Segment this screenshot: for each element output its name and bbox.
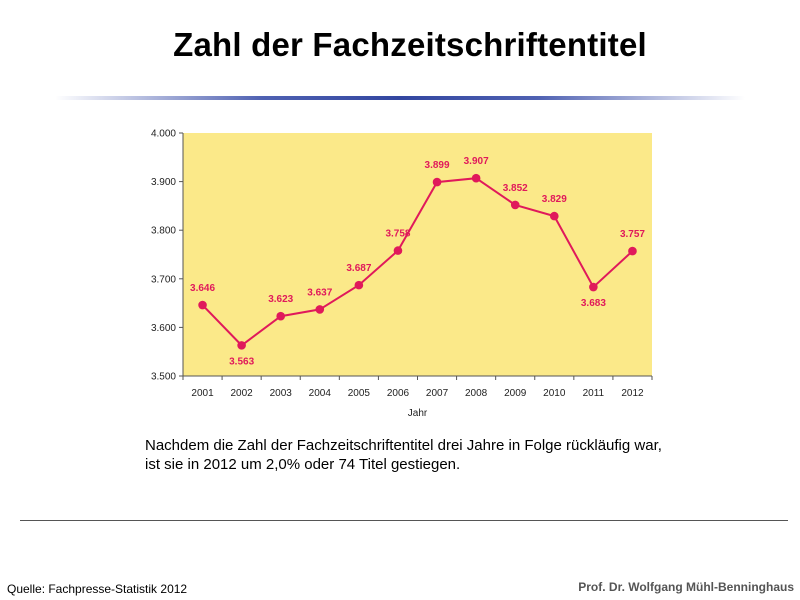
data-point: [589, 282, 598, 292]
y-tick-label: 3.600: [151, 323, 176, 334]
x-axis: 2001 2002 2003 2004 2005 2006 2007 2008 2009 2010…: [182, 375, 653, 399]
source-note: Quelle: Fachpresse-Statistik 2012: [7, 582, 188, 596]
y-tick-label: 3.900: [151, 177, 176, 188]
chart-caption: Nachdem die Zahl der Fachzeitschriftenti…: [145, 436, 705, 474]
plot-area: [183, 133, 652, 376]
data-point: [471, 173, 481, 183]
x-axis-title: Jahr: [408, 408, 428, 419]
data-label: 3.757: [620, 229, 645, 240]
y-tick-label: 3.800: [151, 226, 176, 237]
x-tick-label: 2002: [231, 388, 254, 399]
y-tick-label: 3.500: [151, 372, 176, 383]
data-point: [549, 211, 559, 221]
data-label: 3.852: [503, 183, 528, 194]
x-tick-label: 2006: [387, 388, 410, 399]
data-label: 3.683: [581, 298, 606, 309]
x-tick-label: 2004: [309, 388, 332, 399]
x-tick-label: 2005: [348, 388, 371, 399]
series-line: [201, 177, 634, 347]
data-label: 3.623: [268, 294, 293, 305]
x-tick-label: 2009: [504, 388, 527, 399]
caption-line-2: ist sie in 2012 um 2,0% oder 74 Titel ge…: [145, 456, 461, 473]
y-axis: 3.500 3.600 3.700 3.800 3.900 4.000: [151, 129, 184, 383]
y-tick-label: 3.700: [151, 274, 176, 285]
x-tick-label: 2008: [465, 388, 488, 399]
caption-line-1: Nachdem die Zahl der Fachzeitschriftenti…: [145, 437, 662, 454]
data-point: [237, 341, 246, 350]
data-label: 3.646: [190, 283, 215, 294]
data-point: [276, 311, 286, 321]
data-label: 3.687: [346, 263, 371, 274]
data-labels: 3.646 3.563 3.623 3.637 3.687 3.758 3.899 3.907…: [190, 156, 645, 367]
data-label: 3.899: [425, 160, 450, 171]
x-tick-label: 2010: [543, 388, 566, 399]
data-label: 3.637: [307, 287, 332, 298]
x-tick-label: 2003: [270, 388, 293, 399]
x-tick-label: 2011: [583, 388, 605, 399]
data-label: 3.758: [385, 229, 410, 240]
title-divider: [55, 96, 745, 100]
data-point: [198, 300, 207, 310]
data-label: 3.829: [542, 194, 567, 205]
data-point: [315, 305, 325, 314]
y-tick-label: 4.000: [151, 129, 176, 140]
author-name: Prof. Dr. Wolfgang Mühl-Benninghaus: [578, 580, 794, 594]
data-point: [510, 200, 520, 210]
data-label: 3.563: [229, 356, 254, 367]
data-point: [432, 177, 442, 187]
x-tick-label: 2007: [426, 388, 449, 399]
x-tick-label: 2001: [191, 388, 214, 399]
x-tick-label: 2012: [621, 388, 644, 399]
data-points: [198, 173, 637, 350]
data-label: 3.907: [464, 156, 489, 167]
slide-title: Zahl der Fachzeitschriftentitel: [173, 26, 647, 63]
data-point: [628, 246, 637, 256]
data-point: [354, 280, 364, 290]
footer-divider: [20, 520, 788, 521]
data-point: [393, 246, 403, 255]
